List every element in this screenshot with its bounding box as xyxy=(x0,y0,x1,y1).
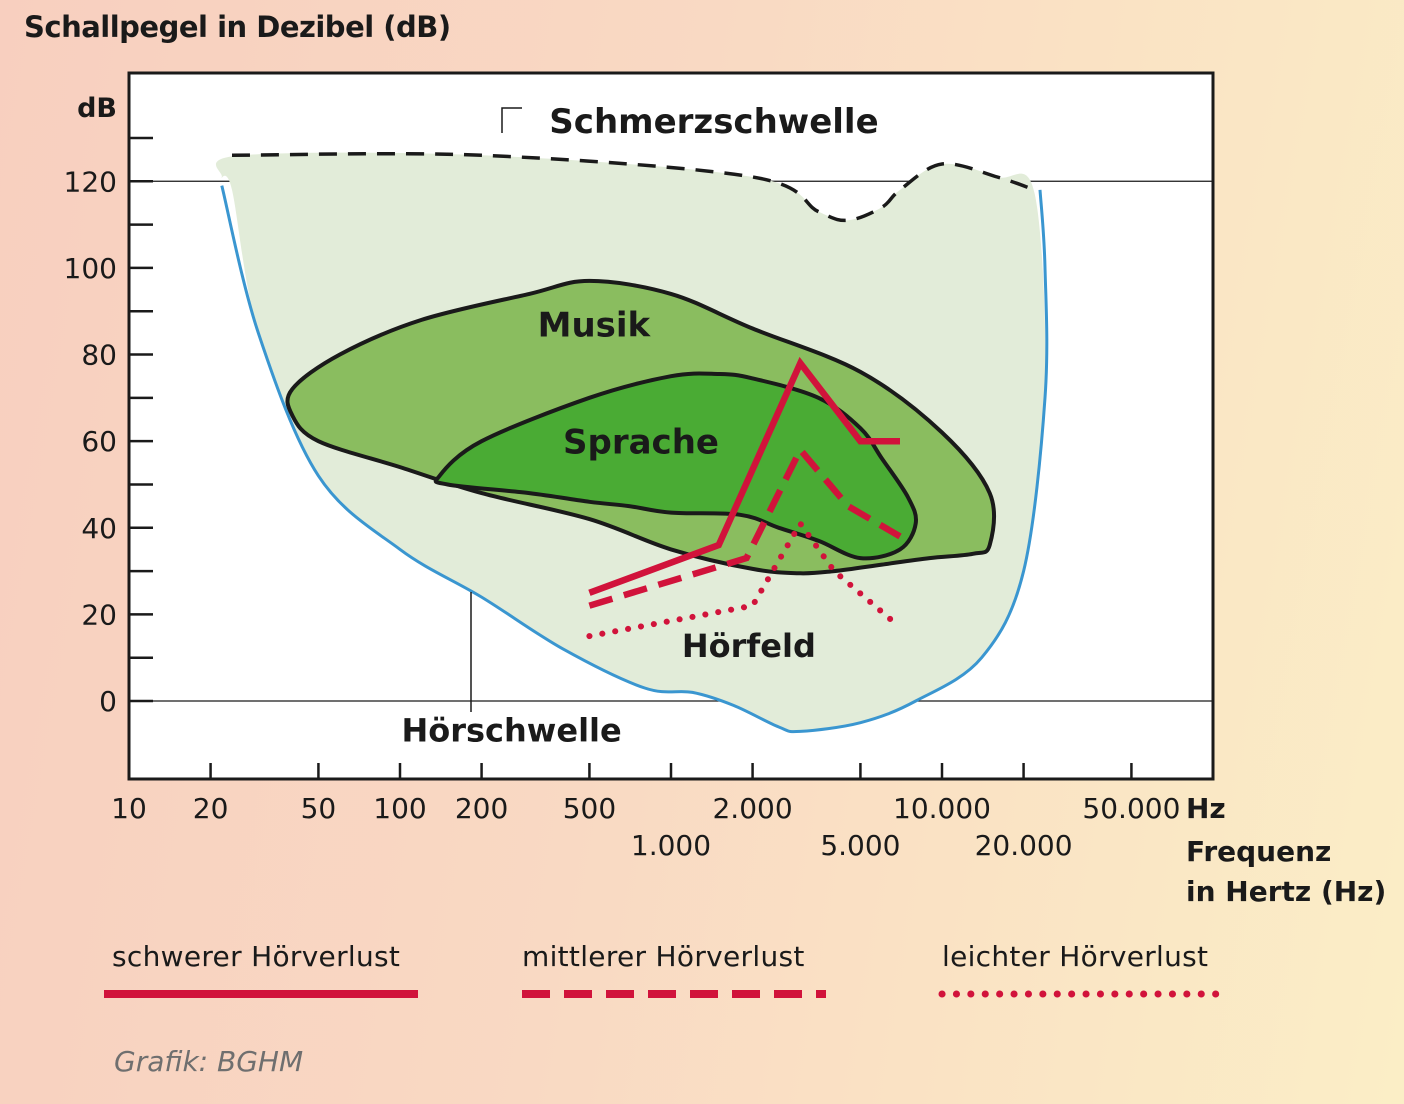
x-tick-label: 20.000 xyxy=(975,829,1073,862)
legend-label-mittel: mittlerer Hörverlust xyxy=(522,940,805,973)
x-axis-title-line2: in Hertz (Hz) xyxy=(1186,875,1386,908)
x-axis-title-line1: Frequenz xyxy=(1186,835,1331,868)
legend-item-schwer: schwerer Hörverlust xyxy=(104,940,420,1005)
y-tick-label: 20 xyxy=(81,598,117,631)
legend-swatch-dashed xyxy=(522,990,826,998)
legend-swatch-solid xyxy=(104,990,418,998)
x-unit-label: Hz xyxy=(1186,792,1226,825)
x-tick-label: 50 xyxy=(301,792,337,825)
series-schwerer-hoerverlust xyxy=(588,356,900,596)
line-schmerzschwelle xyxy=(231,151,1036,223)
source-credit: Grafik: BGHM xyxy=(114,1045,304,1078)
series-leichter-hoerverlust xyxy=(586,517,903,640)
x-tick-label: 20 xyxy=(193,792,229,825)
line-hoerschwelle xyxy=(220,185,1049,734)
y-tick-label: 100 xyxy=(64,252,117,285)
schmerzschwelle-leader xyxy=(501,107,522,133)
y-tick-label: 40 xyxy=(81,512,117,545)
label-hoerschwelle: Hörschwelle xyxy=(401,711,621,749)
y-tick-label: 120 xyxy=(64,165,117,198)
legend-item-mittel: mittlerer Hörverlust xyxy=(520,940,830,1005)
x-tick-label: 100 xyxy=(373,792,426,825)
legend-label-schwer: schwerer Hörverlust xyxy=(112,940,401,973)
label-schmerzschwelle: Schmerzschwelle xyxy=(549,102,878,142)
area-sprache xyxy=(433,371,919,561)
series-mittlerer-hoerverlust xyxy=(588,443,902,609)
legend-item-leicht: leichter Hörverlust xyxy=(938,940,1232,1005)
label-hoerfeld: Hörfeld xyxy=(682,627,816,665)
y-unit-label: dB xyxy=(77,93,117,124)
y-tick-label: 0 xyxy=(99,685,117,718)
y-tick-label: 80 xyxy=(81,339,117,372)
label-sprache: Sprache xyxy=(563,422,719,462)
x-tick-label: 5.000 xyxy=(820,829,900,862)
x-tick-label: 10 xyxy=(111,792,147,825)
y-tick-label: 60 xyxy=(81,425,117,458)
legend-label-leicht: leichter Hörverlust xyxy=(942,940,1209,973)
legend-swatch-dotted xyxy=(938,990,1232,998)
x-tick-label: 500 xyxy=(563,792,616,825)
x-tick-label: 2.000 xyxy=(712,792,792,825)
label-musik: Musik xyxy=(538,306,652,346)
x-tick-label: 200 xyxy=(455,792,508,825)
x-tick-label: 10.000 xyxy=(893,792,991,825)
x-tick-label: 1.000 xyxy=(631,829,711,862)
x-tick-label: 50.000 xyxy=(1082,792,1180,825)
chart-title: Schallpegel in Dezibel (dB) xyxy=(24,10,451,44)
